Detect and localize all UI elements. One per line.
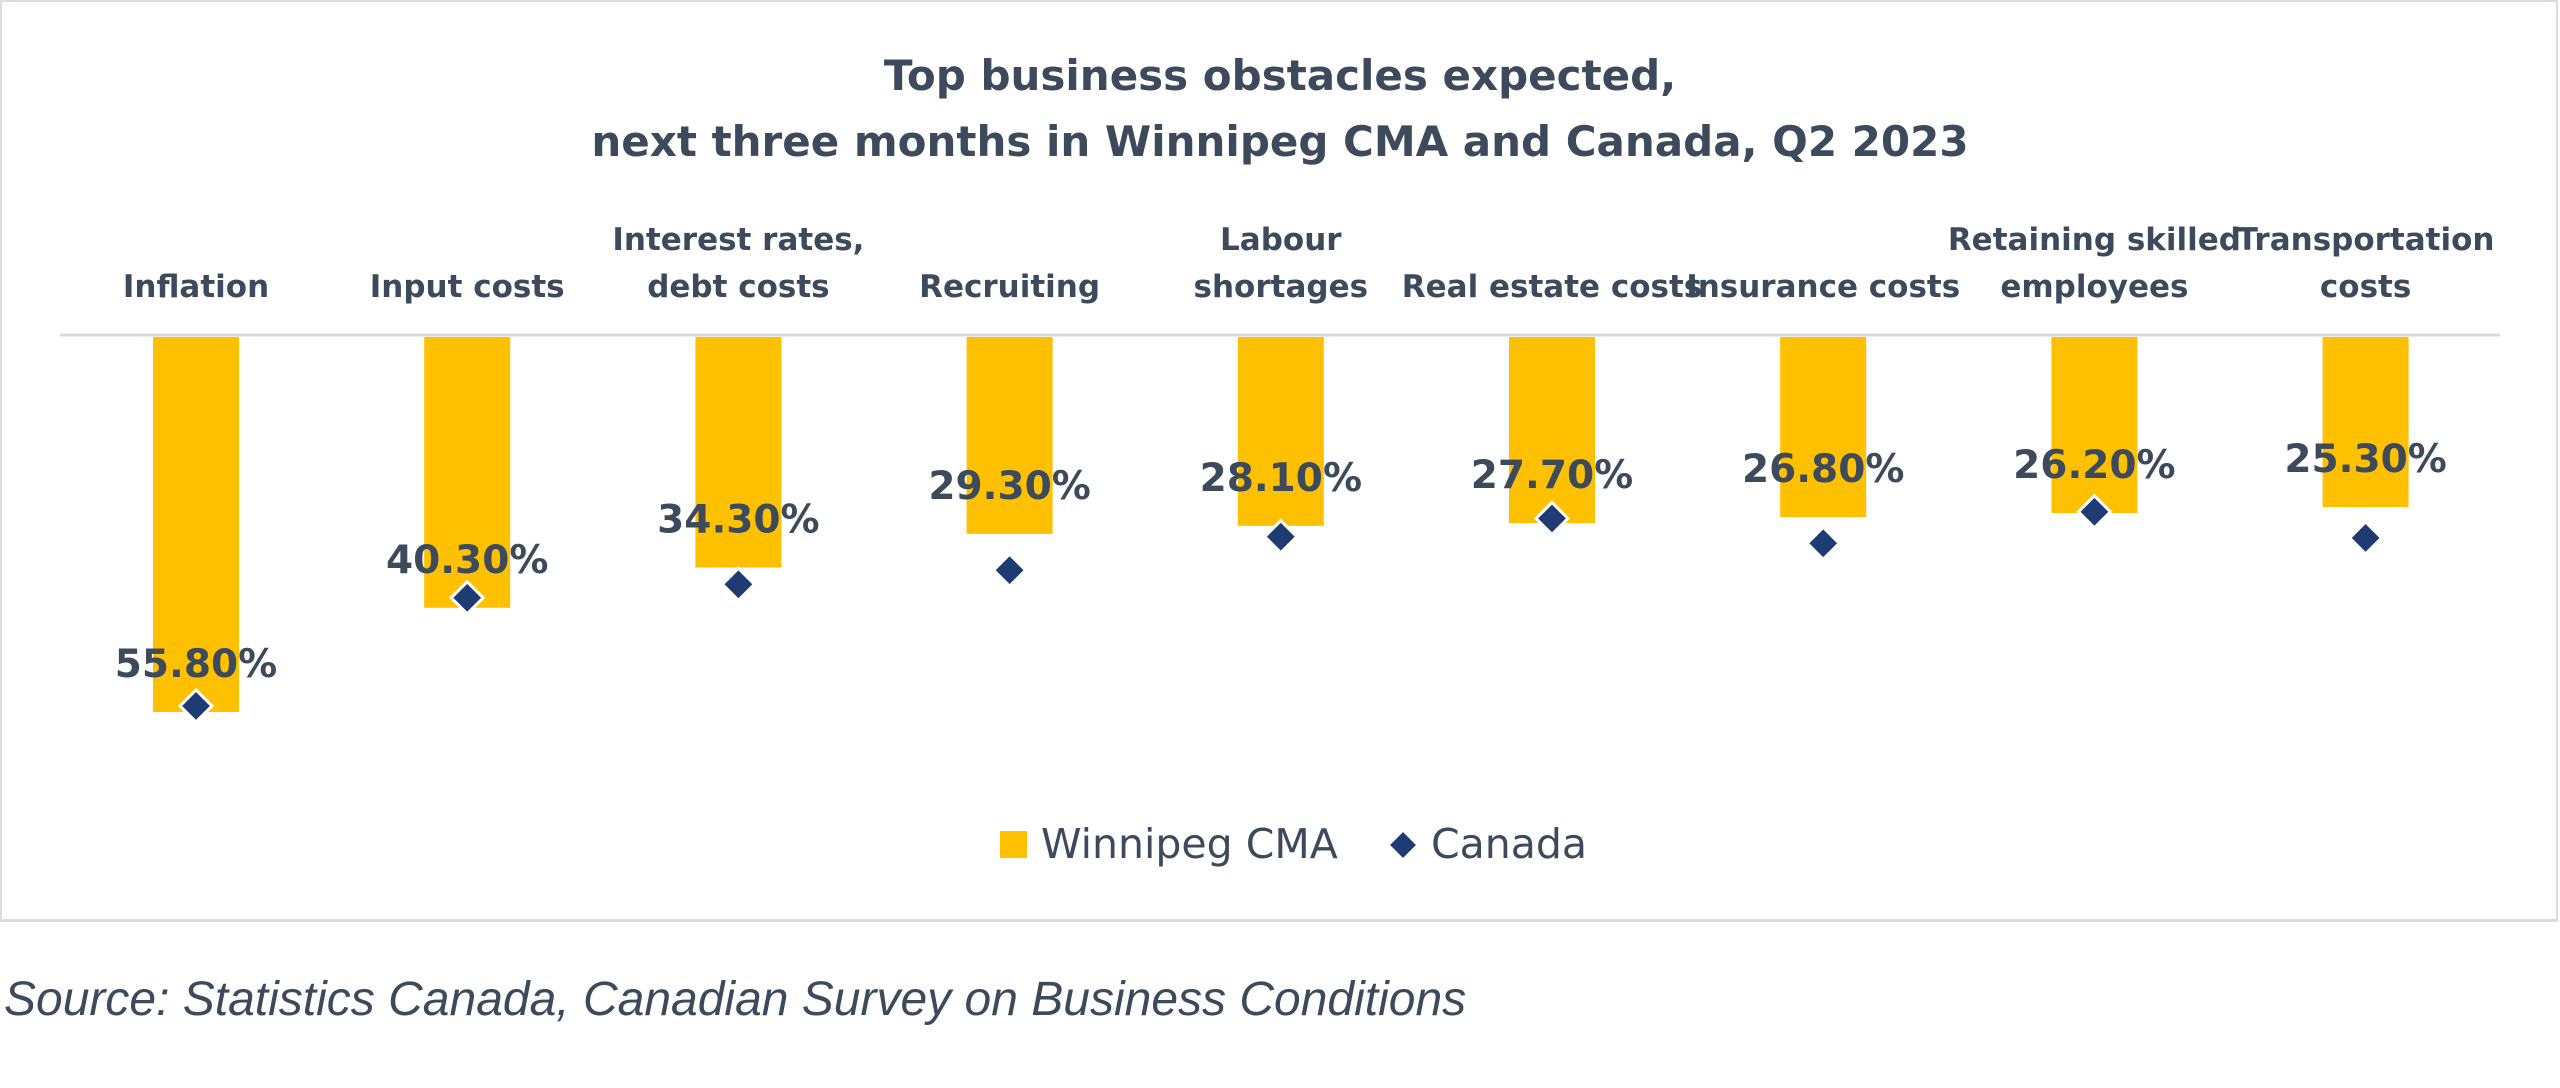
category-label: debt costs — [647, 269, 829, 305]
legend: Winnipeg CMA Canada — [1000, 820, 1587, 868]
data-labels: 55.80% 40.30% 34.30% 29.30% 28.10% 27.70% 26.8… — [115, 437, 2447, 687]
category-label: Insurance costs — [1686, 269, 1960, 305]
category-labels: Inflation Input costs Interest rates, debt … — [123, 222, 2495, 305]
canada-marker — [991, 552, 1028, 589]
legend-label-winnipeg: Winnipeg CMA — [1041, 820, 1338, 868]
category-label: Retaining skilled — [1948, 222, 2241, 258]
winnipeg-bar — [695, 337, 782, 568]
data-label: 26.20% — [2013, 443, 2175, 488]
category-label: Transportation — [2237, 222, 2495, 258]
data-label: 27.70% — [1471, 453, 1633, 498]
canada-marker — [449, 579, 486, 616]
legend-label-canada: Canada — [1431, 820, 1587, 868]
chart: Top business obstacles expected, next thr… — [60, 51, 2500, 868]
legend-swatch-winnipeg — [1000, 831, 1027, 858]
category-label: Inflation — [123, 269, 269, 305]
data-label: 34.30% — [657, 497, 819, 542]
data-label: 55.80% — [115, 642, 277, 687]
canada-marker — [2347, 519, 2384, 557]
chart-title: Top business obstacles expected, next thr… — [591, 51, 1968, 166]
canada-marker — [1533, 500, 1571, 537]
category-label: employees — [2000, 269, 2188, 305]
canada-markers — [177, 493, 2384, 725]
category-label: shortages — [1194, 269, 1369, 305]
data-label: 29.30% — [928, 464, 1090, 509]
category-label: Recruiting — [919, 269, 1100, 305]
canada-marker — [1805, 525, 1842, 562]
chart-title-line: next three months in Winnipeg CMA and Ca… — [591, 117, 1968, 166]
winnipeg-bar — [1780, 337, 1867, 518]
winnipeg-bar — [1509, 337, 1595, 524]
winnipeg-bar — [153, 337, 239, 712]
data-label: 40.30% — [386, 538, 548, 583]
winnipeg-bar — [2322, 337, 2409, 508]
category-label: costs — [2320, 269, 2411, 305]
winnipeg-bar — [966, 337, 1053, 534]
canada-marker — [720, 566, 757, 603]
canada-marker — [177, 687, 215, 725]
category-label: Labour — [1220, 222, 1342, 258]
category-label: Interest rates, — [612, 222, 864, 258]
canada-marker — [2076, 493, 2113, 530]
source-note: Source: Statistics Canada, Canadian Surv… — [4, 973, 1467, 1026]
data-label: 28.10% — [1200, 456, 1362, 501]
winnipeg-bar — [2051, 337, 2138, 514]
winnipeg-bars — [153, 337, 2409, 712]
data-label: 25.30% — [2284, 437, 2446, 482]
legend-swatch-canada — [1385, 827, 1421, 863]
data-label: 26.80% — [1742, 447, 1904, 492]
winnipeg-bar — [1237, 337, 1324, 526]
winnipeg-bar — [424, 337, 511, 608]
category-label: Real estate costs — [1402, 269, 1702, 305]
canada-marker — [1262, 518, 1299, 555]
chart-title-line: Top business obstacles expected, — [884, 51, 1676, 100]
category-label: Input costs — [370, 269, 565, 305]
